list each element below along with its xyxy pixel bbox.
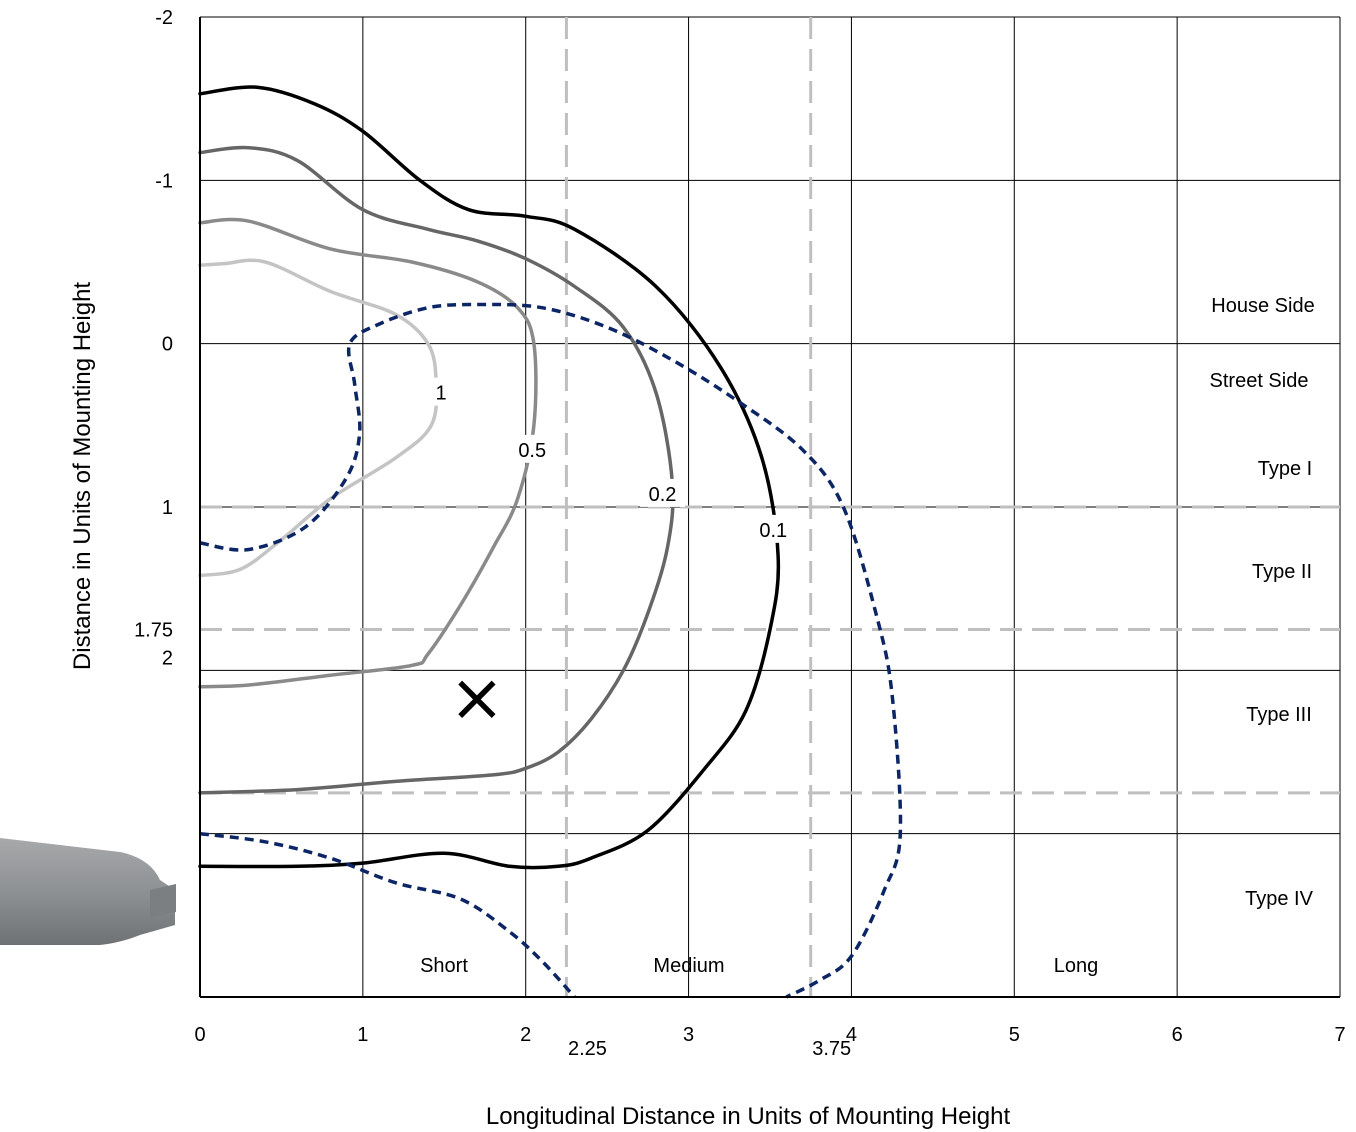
y-axis-title: Distance in Units of Mounting Height xyxy=(69,282,96,671)
zone-label-long: Long xyxy=(1054,955,1099,977)
contour-line-0-5 xyxy=(198,217,538,689)
x-tick-label-1: 1 xyxy=(357,1024,368,1046)
x-tick-label-5: 5 xyxy=(1009,1024,1020,1046)
zone-label-type-i: Type I xyxy=(1258,458,1312,480)
zone-label-short: Short xyxy=(420,955,468,977)
x-tick-label-2: 2 xyxy=(520,1024,531,1046)
y-tick-label-neg2: -2 xyxy=(155,7,173,29)
y-tick-label-neg1: -1 xyxy=(155,170,173,192)
zone-label-type-ii: Type II xyxy=(1252,561,1312,583)
x-tick-label-6: 6 xyxy=(1172,1024,1183,1046)
contour-label-bg-0-5 xyxy=(509,434,555,463)
y-tick-label-1neg75: 1.75 xyxy=(134,620,173,642)
labels: 1 0.5 0.2 0.1 0 1 2 3 4 5 6 7 2.25 3.75 -2 -1 0 1 1.75 2 × xyxy=(134,7,1346,1060)
contour-label-0-5: 0.5 xyxy=(518,440,546,462)
contour-line-1 xyxy=(198,258,439,578)
y-tick-label-1: 1 xyxy=(162,497,173,519)
x-tick-label-0: 0 xyxy=(194,1024,205,1046)
luminaire-icon xyxy=(0,838,176,945)
distribution-outline-5 xyxy=(199,831,576,999)
contour-line-0-1 xyxy=(198,85,781,870)
x-axis-title: Longitudinal Distance in Units of Mounti… xyxy=(486,1103,1011,1130)
cross-marker: × xyxy=(449,659,504,736)
x-tick-label-2-25: 2.25 xyxy=(568,1038,607,1060)
zone-label-street-side: Street Side xyxy=(1210,370,1309,392)
zone-label-medium: Medium xyxy=(653,955,724,977)
contour-label-bg-0-1 xyxy=(750,514,796,543)
contour-label-bg-1 xyxy=(429,377,453,406)
zone-label-house-side: House Side xyxy=(1211,295,1314,317)
zone-label-type-iii: Type III xyxy=(1246,704,1312,726)
contour-label-bg-0-2 xyxy=(640,478,686,507)
x-tick-label-3-75: 3.75 xyxy=(812,1038,851,1060)
x-tick-label-3: 3 xyxy=(683,1024,694,1046)
x-tick-label-7: 7 xyxy=(1334,1024,1345,1046)
classification-boundaries xyxy=(200,17,1340,997)
zone-label-type-iv: Type IV xyxy=(1245,888,1313,910)
plot-frame xyxy=(199,17,1340,998)
y-tick-label-0: 0 xyxy=(162,334,173,356)
contour-label-0-1: 0.1 xyxy=(759,520,787,542)
distribution-outline-4 xyxy=(199,302,903,999)
contour-label-0-2: 0.2 xyxy=(649,484,677,506)
contour-label-1: 1 xyxy=(435,383,446,405)
y-tick-label-2: 2 xyxy=(162,647,173,669)
x-tick-label-4: 4 xyxy=(846,1024,857,1046)
